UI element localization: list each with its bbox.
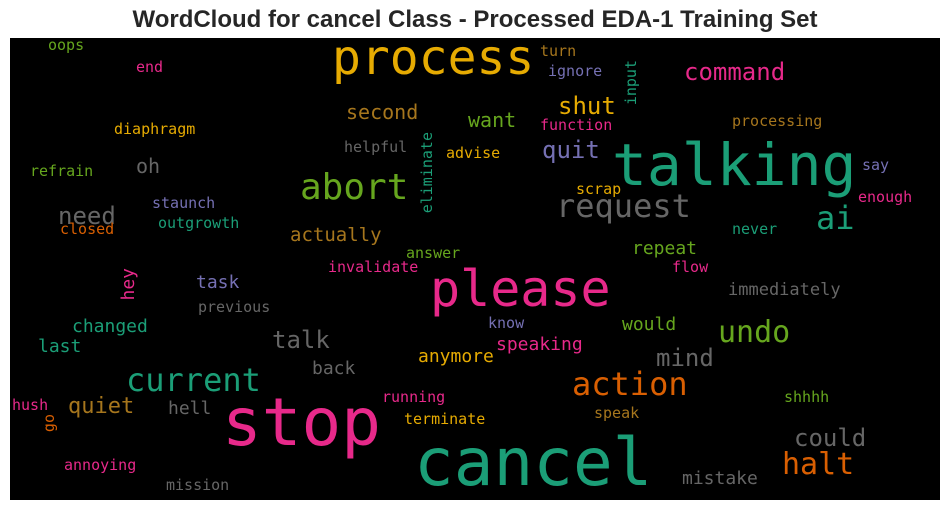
word-previous: previous — [198, 298, 271, 316]
word-talk: talk — [272, 326, 330, 354]
word-last: last — [38, 336, 82, 357]
word-task: task — [196, 272, 240, 293]
word-quit: quit — [542, 136, 600, 164]
word-staunch: staunch — [152, 194, 216, 212]
word-quiet: quiet — [68, 394, 135, 419]
word-know: know — [488, 314, 525, 332]
word-refrain: refrain — [30, 162, 94, 180]
word-function: function — [540, 116, 613, 134]
word-cancel: cancel — [414, 424, 653, 500]
word-hey: hey — [118, 268, 139, 301]
word-mission: mission — [166, 476, 230, 494]
word-ai: ai — [816, 199, 855, 237]
word-need: need — [58, 202, 116, 230]
word-abort: abort — [300, 167, 409, 208]
word-request: request — [556, 187, 691, 225]
word-eliminate: eliminate — [418, 132, 436, 214]
word-changed: changed — [72, 316, 148, 337]
word-flow: flow — [672, 258, 709, 276]
word-shhhh: shhhh — [784, 388, 830, 406]
word-talking: talking — [612, 131, 857, 199]
word-oh: oh — [136, 154, 161, 178]
word-cloud-canvas: stop cancel talking please process abort reque… — [10, 38, 940, 500]
word-annoying: annoying — [64, 456, 137, 474]
word-scrap: scrap — [576, 180, 622, 198]
word-command: command — [684, 58, 786, 86]
word-helpful: helpful — [344, 138, 408, 156]
word-halt: halt — [782, 447, 855, 482]
word-advise: advise — [446, 144, 501, 162]
word-hush: hush — [12, 396, 49, 414]
word-would: would — [622, 314, 677, 335]
word-ignore: ignore — [548, 62, 603, 80]
chart-title: WordCloud for cancel Class - Processed E… — [132, 6, 818, 33]
word-diaphragm: diaphragm — [114, 120, 196, 138]
word-terminate: terminate — [404, 410, 486, 428]
word-processing: processing — [732, 112, 823, 130]
word-actually: actually — [290, 224, 382, 246]
word-current: current — [126, 361, 261, 399]
word-immediately: immediately — [728, 280, 841, 300]
word-end: end — [136, 58, 164, 76]
word-repeat: repeat — [632, 238, 698, 259]
word-back: back — [312, 358, 356, 379]
word-could: could — [794, 424, 867, 452]
word-running: running — [382, 388, 446, 406]
word-undo: undo — [718, 315, 791, 350]
word-closed: closed — [60, 220, 115, 238]
word-never: never — [732, 220, 778, 238]
word-outgrowth: outgrowth — [158, 214, 240, 232]
word-enough: enough — [858, 188, 913, 206]
word-please: please — [430, 260, 611, 318]
word-input: input — [622, 60, 640, 106]
word-go: go — [40, 414, 58, 433]
word-mistake: mistake — [682, 468, 758, 489]
word-want: want — [468, 108, 517, 132]
word-action: action — [572, 365, 688, 403]
word-second: second — [346, 100, 419, 124]
word-oops: oops — [48, 38, 85, 54]
word-speaking: speaking — [496, 334, 583, 355]
word-stop: stop — [222, 384, 381, 461]
word-mind: mind — [656, 344, 714, 372]
word-anymore: anymore — [418, 346, 494, 367]
word-say: say — [862, 156, 890, 174]
word-turn: turn — [540, 42, 577, 60]
word-speak: speak — [594, 404, 640, 422]
word-hell: hell — [168, 398, 212, 419]
word-answer: answer — [406, 244, 461, 262]
word-process: process — [332, 38, 535, 86]
word-shut: shut — [558, 92, 616, 120]
word-invalidate: invalidate — [328, 258, 419, 276]
